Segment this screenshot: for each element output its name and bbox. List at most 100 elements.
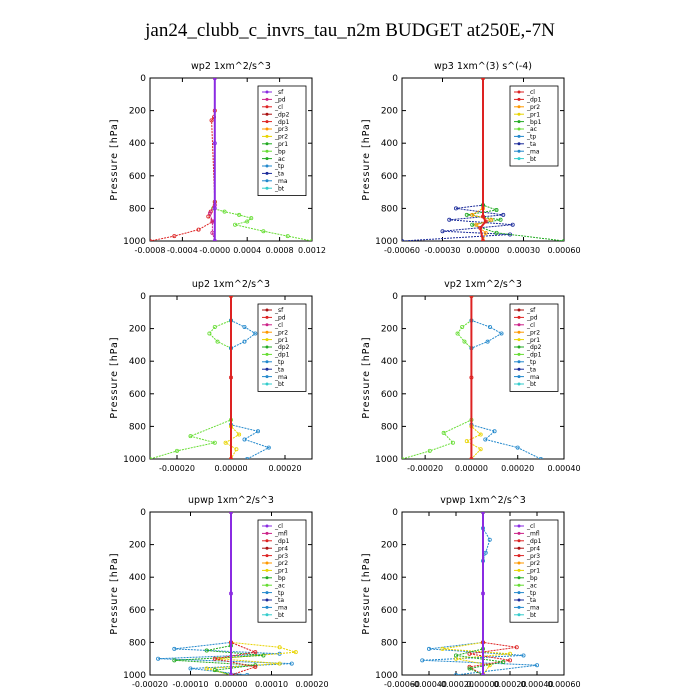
series-point [188,434,193,439]
legend-label: _pr1 [274,141,288,148]
series-point [212,656,217,661]
y-tick-label: 0 [140,74,146,84]
legend-marker [265,90,269,94]
legend-label: _bp [526,575,538,582]
series-point [483,230,488,235]
series-point [253,650,258,655]
legend-label: _pr4 [274,545,288,552]
x-tick-label: 0.00000 [466,246,499,255]
legend-label: _tp [274,590,284,597]
panel-title: vp2 1xm^2/s^3 [444,279,522,290]
y-axis-label: Pressure [hPa] [361,552,372,634]
series-point [212,668,217,673]
y-tick-label: 600 [129,172,146,182]
panel-title: wp3 1xm^(3) s^(-4) [434,61,532,72]
series-point [515,445,520,450]
series-point [454,673,458,675]
legend-label: _pr3 [526,553,540,560]
series-point [207,331,212,336]
series-point [487,324,492,329]
legend-marker [265,134,269,138]
y-tick-label: 400 [381,357,398,367]
legend-marker [517,539,521,543]
series-point [535,663,540,668]
legend-label: _pr2 [526,560,540,567]
series-point [234,447,239,452]
x-tick-label: 0.0012 [298,246,326,255]
legend-marker [265,186,269,190]
legend-marker [265,568,269,572]
y-tick-label: 600 [129,390,146,400]
y-tick-label: 400 [381,139,398,149]
y-tick-label: 200 [381,541,398,551]
x-tick-label: -0.00020 [159,464,195,473]
legend-label: _pr2 [526,329,540,336]
legend-marker [517,554,521,558]
x-tick-label: 0.00010 [255,680,288,689]
series-point [494,230,499,235]
series-point [215,339,220,344]
series-point [498,217,503,222]
series-line [479,78,487,241]
x-tick-label: -0.00030 [425,246,461,255]
legend-label: _pr3 [274,553,288,560]
series-point [237,212,242,217]
legend-label: _cl [526,523,535,530]
legend-marker [265,546,269,550]
legend-marker [265,561,269,565]
series-line [465,296,482,459]
legend-marker [517,352,521,356]
legend-label: _mfl [274,531,288,538]
series-point [204,666,209,671]
series-point [266,445,271,450]
series-group [150,78,312,241]
legend-label: _ma [274,605,288,612]
legend-label: _bt [526,612,537,619]
legend-marker [517,576,521,580]
legend-label: _ma [274,178,288,185]
series-point [562,239,564,241]
y-tick-label: 0 [140,508,146,518]
series-point [245,457,250,459]
y-tick-label: 600 [381,606,398,616]
legend-marker [517,583,521,587]
legend-marker [265,576,269,580]
legend-marker [517,345,521,349]
series-point [467,666,472,671]
chart-panel-4: upwp 1xm^2/s^3 0 200 400 600 800 1000 Pressure … [109,495,329,689]
legend-label: _bt [526,381,537,388]
legend-marker [517,613,521,617]
legend-marker [517,367,521,371]
series-point [277,645,282,650]
x-tick-label: 0.00020 [493,680,526,689]
chart-panel-2: up2 1xm^2/s^3 0 200 400 600 800 1000 Pressure [… [109,279,313,473]
series-point [474,222,479,227]
legend-marker [265,345,269,349]
series-point [501,212,506,217]
y-axis-label: Pressure [hPa] [361,118,372,200]
y-tick-label: 0 [392,74,398,84]
legend-marker [265,164,269,168]
y-tick-label: 400 [129,139,146,149]
legend-marker [517,531,521,535]
series-point [242,324,247,329]
legend-marker [517,591,521,595]
legend-label: _dp1 [274,538,290,545]
legend-label: _dp1 [274,119,290,126]
series-point [206,214,211,219]
legend-marker [265,330,269,334]
legend-label: _bt [274,612,285,619]
series-group [402,296,543,459]
legend-label: _bp1 [526,119,542,126]
series-point [478,432,483,437]
series-point [499,331,504,336]
series-point [212,78,217,80]
legend-label: _pr2 [274,329,288,336]
series-point [150,457,152,459]
legend-label: _cl [526,322,535,329]
series-point [481,239,485,241]
y-tick-label: 800 [129,638,146,648]
series-point [212,324,217,329]
series-point [464,439,469,444]
x-tick-label: 0.0004 [233,246,261,255]
